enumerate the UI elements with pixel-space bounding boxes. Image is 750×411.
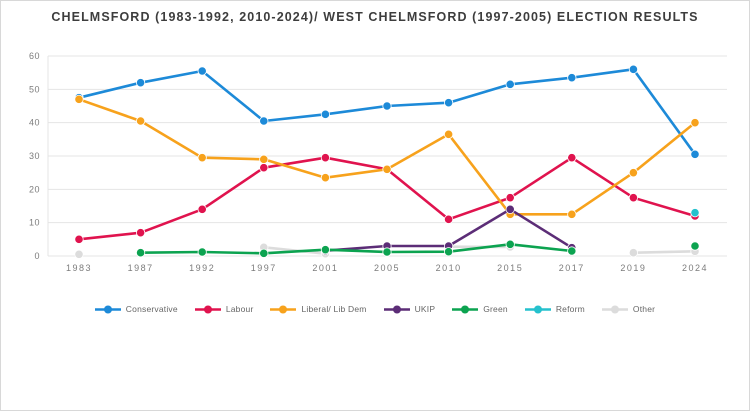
data-point-conservative-2010 — [443, 98, 454, 108]
legend-marker-other — [601, 305, 628, 313]
chart-legend: Conservative Labour Liberal/ Lib Dem UKIP Gr… — [1, 304, 749, 314]
data-point-liberal-lib-dem-1997 — [259, 154, 269, 164]
legend-label: Conservative — [125, 304, 178, 314]
data-point-liberal-lib-dem-2019 — [628, 168, 639, 178]
data-point-ukip-2015 — [505, 204, 515, 214]
data-point-labour-2010 — [443, 214, 454, 224]
legend-label: UKIP — [414, 304, 436, 314]
legend-item-reform[interactable]: Reform — [524, 304, 585, 314]
data-point-conservative-2001 — [320, 109, 330, 119]
y-tick-label: 10 — [29, 218, 40, 228]
data-point-labour-2001 — [320, 153, 330, 163]
x-tick-label: 2017 — [559, 263, 585, 273]
data-point-labour-1983 — [74, 234, 84, 244]
y-tick-label: 50 — [29, 84, 40, 94]
data-point-labour-1992 — [197, 204, 207, 214]
data-point-liberal-lib-dem-2024 — [690, 118, 700, 128]
data-point-green-1992 — [197, 247, 207, 257]
chart-canvas: 0 10 20 30 40 50 60 1983 1987 1992 1997 2001 2005 201… — [29, 51, 727, 273]
data-point-green-2017 — [567, 246, 577, 256]
data-point-green-2001 — [320, 245, 330, 255]
legend-label: Reform — [555, 304, 585, 314]
data-point-conservative-2019 — [628, 64, 639, 74]
series-line-liberal-lib-dem — [77, 98, 697, 216]
data-point-labour-1997 — [259, 163, 269, 173]
x-tick-label: 2005 — [374, 263, 400, 273]
data-point-labour-2019 — [628, 193, 639, 203]
x-tick-label: 2010 — [436, 263, 462, 273]
x-tick-label: 2024 — [682, 263, 708, 273]
data-point-conservative-1987 — [136, 78, 146, 88]
legend-label: Other — [632, 304, 656, 314]
x-tick-label: 2001 — [312, 263, 338, 273]
legend-item-other[interactable]: Other — [601, 304, 656, 314]
legend-marker-conservative — [94, 305, 121, 313]
x-tick-label: 1987 — [128, 263, 154, 273]
legend-item-labour[interactable]: Labour — [194, 304, 254, 314]
data-point-labour-2015 — [505, 193, 515, 203]
x-tick-label: 2019 — [620, 263, 646, 273]
legend-label: Liberal/ Lib Dem — [301, 304, 367, 314]
y-tick-label: 40 — [29, 118, 40, 128]
data-point-green-2005 — [382, 247, 392, 257]
legend-marker-labour — [194, 305, 221, 313]
data-point-green-1997 — [259, 248, 269, 258]
y-tick-label: 60 — [29, 51, 40, 61]
data-point-conservative-1997 — [259, 116, 269, 126]
data-point-other-2019 — [628, 248, 639, 258]
legend-label: Green — [483, 304, 508, 314]
data-point-conservative-2005 — [382, 101, 392, 111]
data-point-liberal-lib-dem-2001 — [320, 173, 330, 183]
x-tick-label: 2015 — [497, 263, 523, 273]
series-line-other — [262, 245, 697, 255]
legend-item-liberal-lib-dem[interactable]: Liberal/ Lib Dem — [270, 304, 366, 314]
legend-label: Labour — [225, 304, 254, 314]
data-point-green-2024 — [690, 241, 700, 251]
data-point-liberal-lib-dem-1987 — [136, 116, 146, 126]
data-point-other-1983 — [74, 249, 84, 259]
legend-marker-green — [452, 305, 479, 313]
x-tick-label: 1997 — [251, 263, 277, 273]
data-point-reform-2024 — [690, 208, 700, 218]
legend-marker-reform — [524, 305, 551, 313]
y-tick-label: 30 — [29, 151, 40, 161]
chart-title: CHELMSFORD (1983-1992, 2010-2024)/ WEST … — [51, 10, 699, 24]
y-tick-label: 0 — [34, 251, 40, 261]
legend-item-green[interactable]: Green — [452, 304, 508, 314]
data-point-conservative-2024 — [690, 149, 700, 159]
y-tick-label: 20 — [29, 184, 40, 194]
data-point-liberal-lib-dem-2005 — [382, 164, 392, 174]
data-point-liberal-lib-dem-1992 — [197, 153, 207, 163]
data-point-green-2010 — [443, 247, 454, 257]
legend-marker-ukip — [383, 305, 410, 313]
data-point-conservative-1992 — [197, 66, 207, 76]
legend-item-conservative[interactable]: Conservative — [94, 304, 178, 314]
data-point-liberal-lib-dem-2017 — [567, 209, 577, 219]
data-point-liberal-lib-dem-2010 — [443, 129, 454, 139]
data-point-green-2015 — [505, 239, 515, 249]
data-point-conservative-2015 — [505, 79, 515, 89]
data-point-liberal-lib-dem-1983 — [74, 94, 84, 104]
x-tick-label: 1992 — [189, 263, 215, 273]
data-point-labour-1987 — [136, 228, 146, 238]
series-line-conservative — [77, 68, 697, 156]
data-point-conservative-2017 — [567, 73, 577, 83]
data-point-labour-2017 — [567, 153, 577, 163]
data-point-green-1987 — [136, 248, 146, 258]
legend-item-ukip[interactable]: UKIP — [383, 304, 436, 314]
legend-marker-liberal-lib-dem — [270, 305, 297, 313]
x-tick-label: 1983 — [66, 263, 92, 273]
